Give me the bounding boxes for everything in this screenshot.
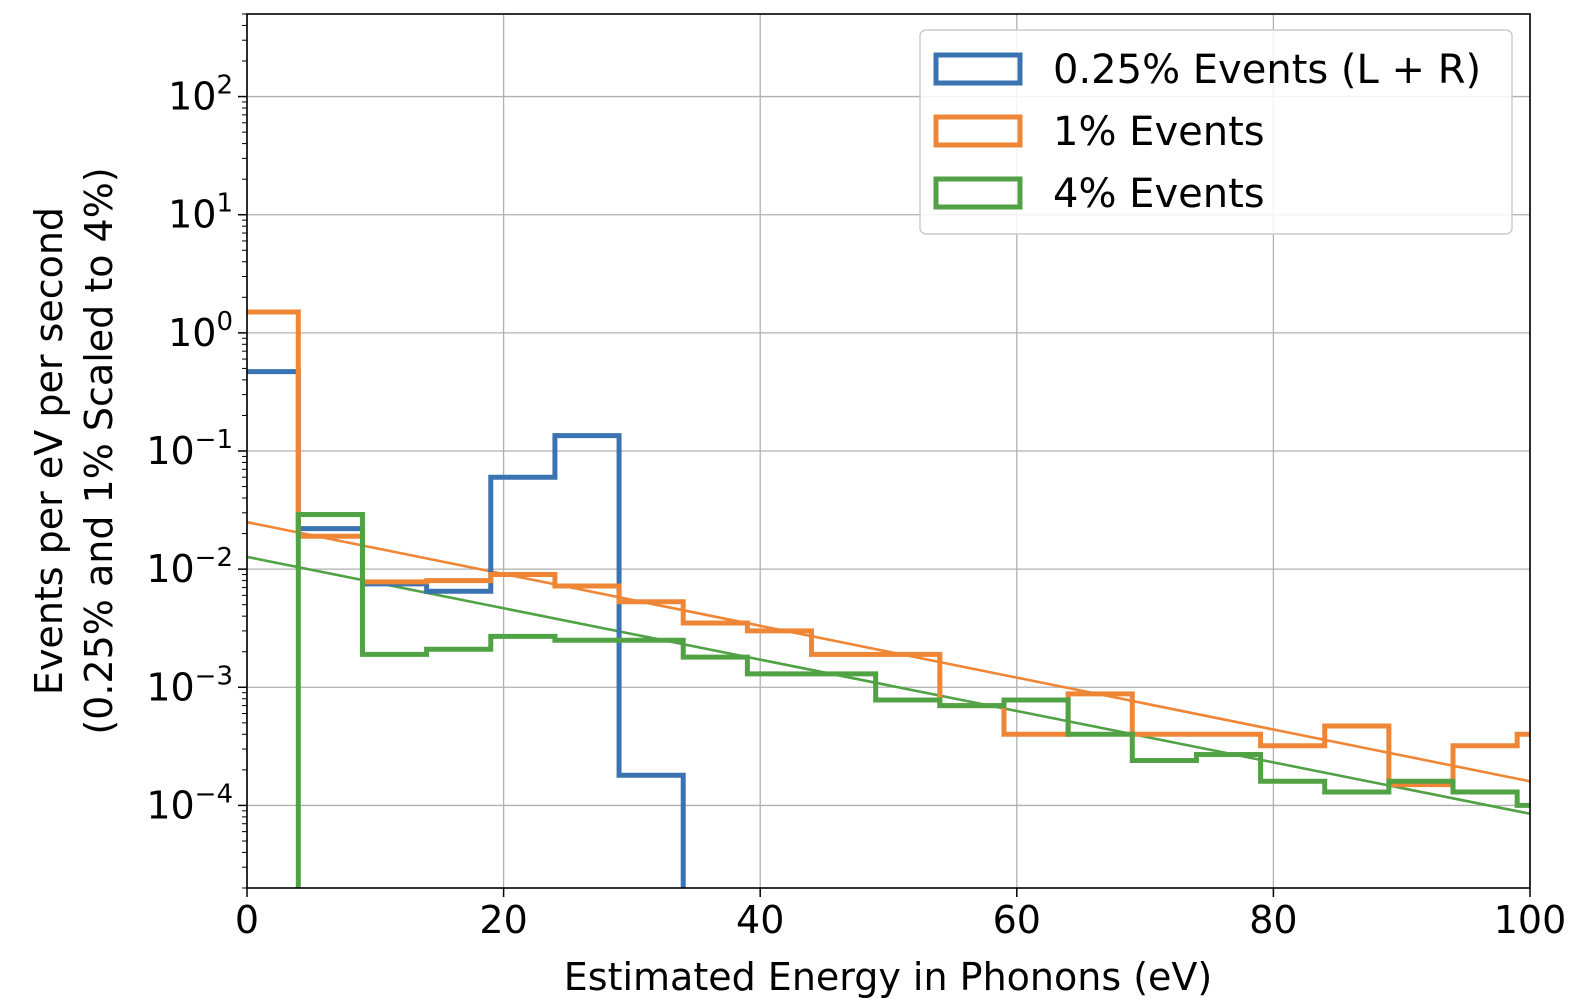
y-tick-label: 101 bbox=[168, 189, 233, 237]
y-axis-ticks: 10−4 10−3 10−2 10−1 100 101 102 bbox=[146, 71, 247, 827]
x-tick-label: 80 bbox=[1249, 898, 1297, 942]
x-tick-label: 40 bbox=[736, 898, 784, 942]
legend-swatch-series-1 bbox=[933, 114, 1023, 148]
x-tick-label: 60 bbox=[993, 898, 1041, 942]
histogram-series-2 bbox=[295, 512, 1530, 888]
x-tick-label: 20 bbox=[479, 898, 527, 942]
histogram-series-1 bbox=[247, 309, 1530, 788]
legend-label-series-2: 4% Events bbox=[1053, 171, 1265, 217]
y-tick-label: 10−2 bbox=[146, 543, 233, 591]
y-tick-label: 102 bbox=[168, 71, 233, 119]
y-minor-ticks bbox=[242, 13, 247, 889]
y-tick-label: 10−3 bbox=[146, 661, 233, 709]
series-layer bbox=[247, 309, 1530, 888]
x-axis-label: Estimated Energy in Phonons (eV) bbox=[564, 955, 1212, 999]
fit-line-0 bbox=[247, 520, 1530, 783]
legend: 0.25% Events (L + R) 1% Events 4% Events bbox=[919, 29, 1513, 235]
legend-label-series-0: 0.25% Events (L + R) bbox=[1053, 47, 1481, 93]
y-axis-label-line2: (0.25% and 1% Scaled to 4%) bbox=[77, 167, 121, 734]
x-tick-label: 100 bbox=[1494, 898, 1567, 942]
grid-lines bbox=[246, 14, 1531, 888]
y-axis-label-line1: Events per eV per second bbox=[27, 207, 71, 695]
legend-swatch-series-0 bbox=[933, 52, 1023, 86]
x-axis-ticks: 0 20 40 60 80 100 bbox=[235, 888, 1566, 942]
legend-frame bbox=[919, 29, 1513, 235]
y-tick-label: 10−4 bbox=[146, 779, 233, 827]
y-tick-label: 10−1 bbox=[146, 425, 233, 473]
x-tick-label: 0 bbox=[235, 898, 259, 942]
legend-swatch-series-2 bbox=[933, 176, 1023, 210]
y-tick-label: 100 bbox=[168, 307, 233, 355]
fit-line-1 bbox=[247, 555, 1530, 816]
legend-label-series-1: 1% Events bbox=[1053, 109, 1265, 155]
